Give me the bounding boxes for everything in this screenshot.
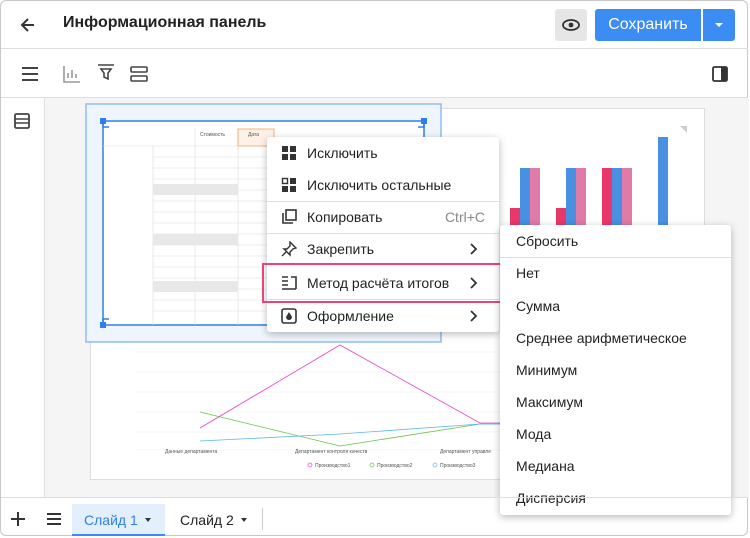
panel-toggle[interactable] [710, 64, 730, 84]
context-menu: Исключить Исключить остальные Копировать… [267, 137, 499, 332]
menu-divider [267, 299, 499, 300]
menu-item[interactable]: Исключить [267, 137, 499, 169]
divider [44, 98, 45, 497]
submenu-item[interactable]: Дисперсия [516, 490, 586, 506]
submenu-item[interactable]: Нет [516, 265, 540, 281]
menu-label: Исключить остальные [307, 177, 452, 193]
back-button[interactable] [18, 15, 38, 35]
tab-label: Слайд 2 [180, 512, 234, 528]
save-button[interactable]: Сохранить [595, 9, 701, 41]
line-chart-thumbnail: Данные департамента Департамент контроля… [135, 344, 500, 469]
menu-divider [267, 201, 499, 202]
chart-icon[interactable] [62, 64, 82, 84]
menu-label: Копировать [307, 209, 383, 225]
menu-item[interactable]: Исключить остальные [267, 169, 499, 201]
submenu: Сбросить Нет Сумма Среднее арифметическо… [500, 225, 731, 515]
submenu-item[interactable]: Сумма [516, 298, 560, 314]
menu-item[interactable]: Метод расчёта итогов [267, 267, 499, 299]
submenu-item[interactable]: Медиана [516, 458, 575, 474]
legend-label: Производство2 [377, 463, 413, 469]
bar-chart-thumbnail [510, 126, 687, 228]
divider [1, 497, 748, 498]
table-header: Дата [248, 132, 259, 138]
save-dropdown[interactable] [703, 9, 735, 41]
table-header: Стоимость [200, 132, 225, 138]
menu-item[interactable]: Копировать Ctrl+C [267, 201, 499, 233]
legend-label: Производство3 [440, 463, 476, 469]
tab-label: Слайд 1 [84, 512, 138, 528]
slides-list-button[interactable] [45, 510, 63, 528]
submenu-item[interactable]: Минимум [516, 362, 578, 378]
menu-item[interactable]: Оформление [267, 300, 499, 332]
legend-label: Производство1 [315, 463, 351, 469]
highlight-frame [262, 263, 509, 303]
filter-icon[interactable] [96, 63, 116, 83]
menu-label: Метод расчёта итогов [307, 275, 450, 291]
add-slide-button[interactable] [9, 510, 27, 528]
preview-button[interactable] [555, 9, 587, 41]
menu-icon[interactable] [20, 64, 40, 84]
menu-shortcut: Ctrl+C [444, 209, 485, 225]
divider [262, 508, 263, 530]
menu-label: Закрепить [307, 241, 375, 257]
slide-tab[interactable]: Слайд 2 [168, 504, 262, 536]
x-label: Данные департамента [165, 449, 218, 455]
divider [1, 97, 748, 98]
menu-label: Исключить [307, 145, 378, 161]
dashboard-title: Информационная панель [63, 14, 267, 31]
layout-icon[interactable] [129, 64, 149, 84]
sidebar-list-icon[interactable] [12, 111, 32, 131]
slide-tab[interactable]: Слайд 1 [72, 504, 165, 536]
menu-divider [267, 233, 499, 234]
x-label: Департамент контроля качеств [295, 449, 368, 455]
menu-item[interactable]: Закрепить [267, 233, 499, 265]
submenu-item[interactable]: Сбросить [516, 233, 579, 249]
submenu-item[interactable]: Среднее арифметическое [516, 330, 687, 346]
menu-divider [500, 257, 731, 258]
submenu-item[interactable]: Мода [516, 426, 552, 442]
submenu-item[interactable]: Максимум [516, 394, 583, 410]
divider [1, 48, 748, 49]
x-label: Департамент управле [440, 449, 491, 455]
menu-label: Оформление [307, 308, 394, 324]
